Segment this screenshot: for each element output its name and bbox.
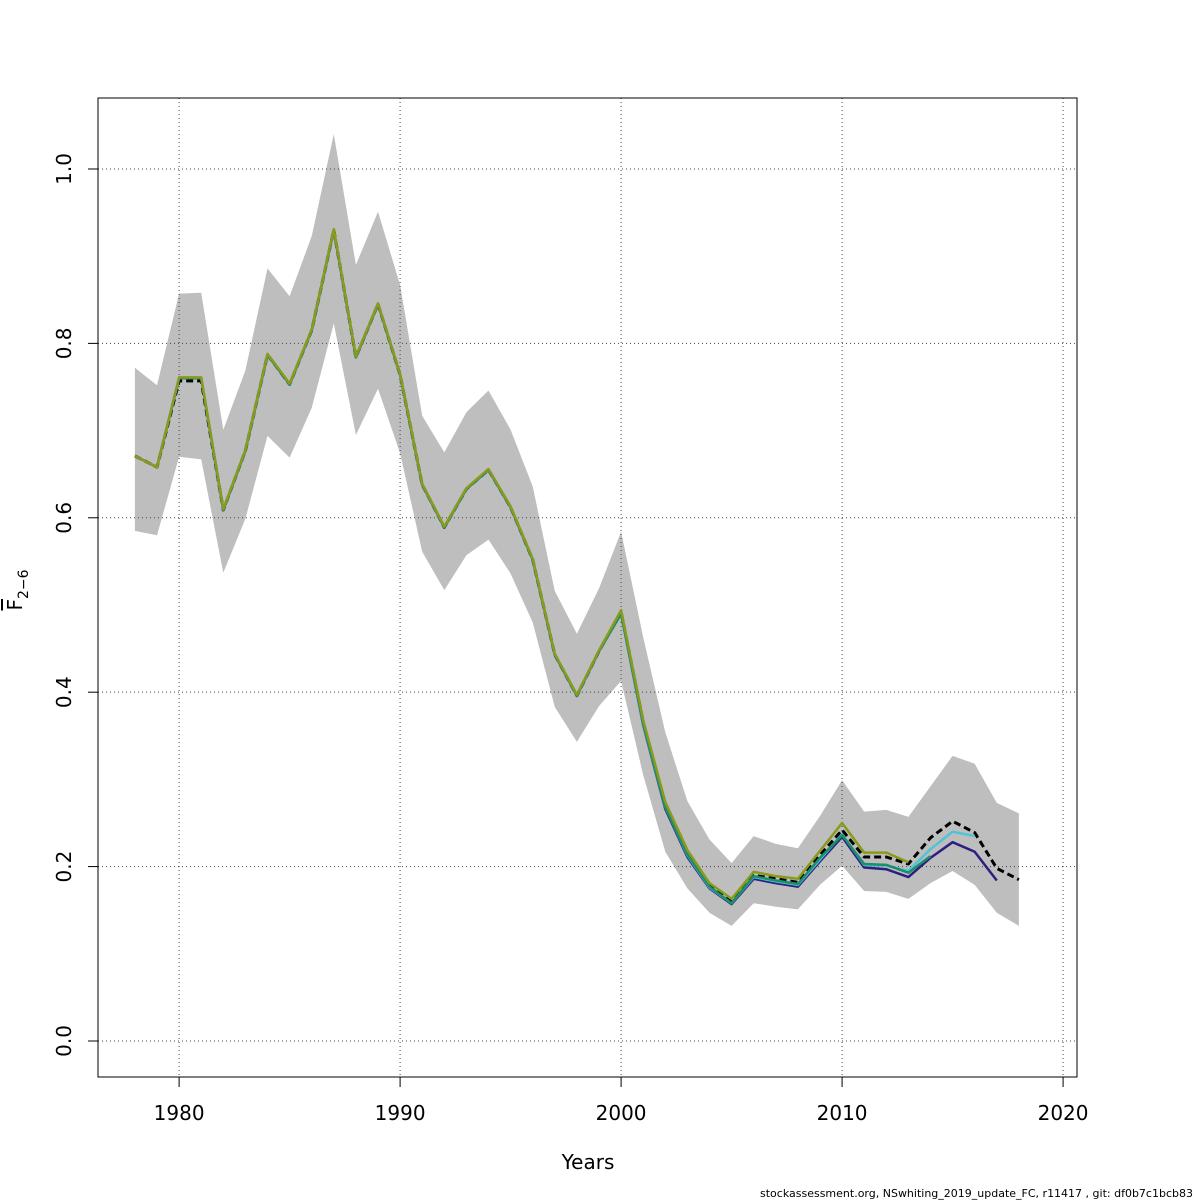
y-tick-label: 0.2 bbox=[52, 851, 76, 883]
retro-line bbox=[134, 227, 909, 901]
y-tick-label: 0.8 bbox=[52, 327, 76, 359]
y-axis-label: F2−6 bbox=[3, 569, 32, 610]
y-axis-label-text: F2−6 bbox=[3, 569, 32, 610]
plot-area bbox=[98, 98, 1077, 1077]
plot-frame bbox=[97, 97, 1078, 1078]
y-tick-label: 0.6 bbox=[52, 502, 76, 534]
y-label-subscript: 2−6 bbox=[16, 569, 32, 599]
x-tick-label: 2000 bbox=[596, 1101, 647, 1125]
x-axis-label: Years bbox=[561, 1150, 615, 1174]
y-label-symbol: F bbox=[3, 599, 27, 611]
confidence-band bbox=[134, 134, 1019, 926]
footer: stockassessment.org, NSwhiting_2019_upda… bbox=[760, 1187, 1193, 1200]
x-tick-label: 1990 bbox=[375, 1101, 426, 1125]
y-tick-label: 0.4 bbox=[52, 676, 76, 708]
x-tick-label: 2010 bbox=[817, 1101, 868, 1125]
x-tick-label: 1980 bbox=[154, 1101, 205, 1125]
x-tick-label: 2020 bbox=[1038, 1101, 1089, 1125]
y-tick-label: 1.0 bbox=[52, 153, 76, 185]
y-tick-label: 0.0 bbox=[52, 1025, 76, 1057]
